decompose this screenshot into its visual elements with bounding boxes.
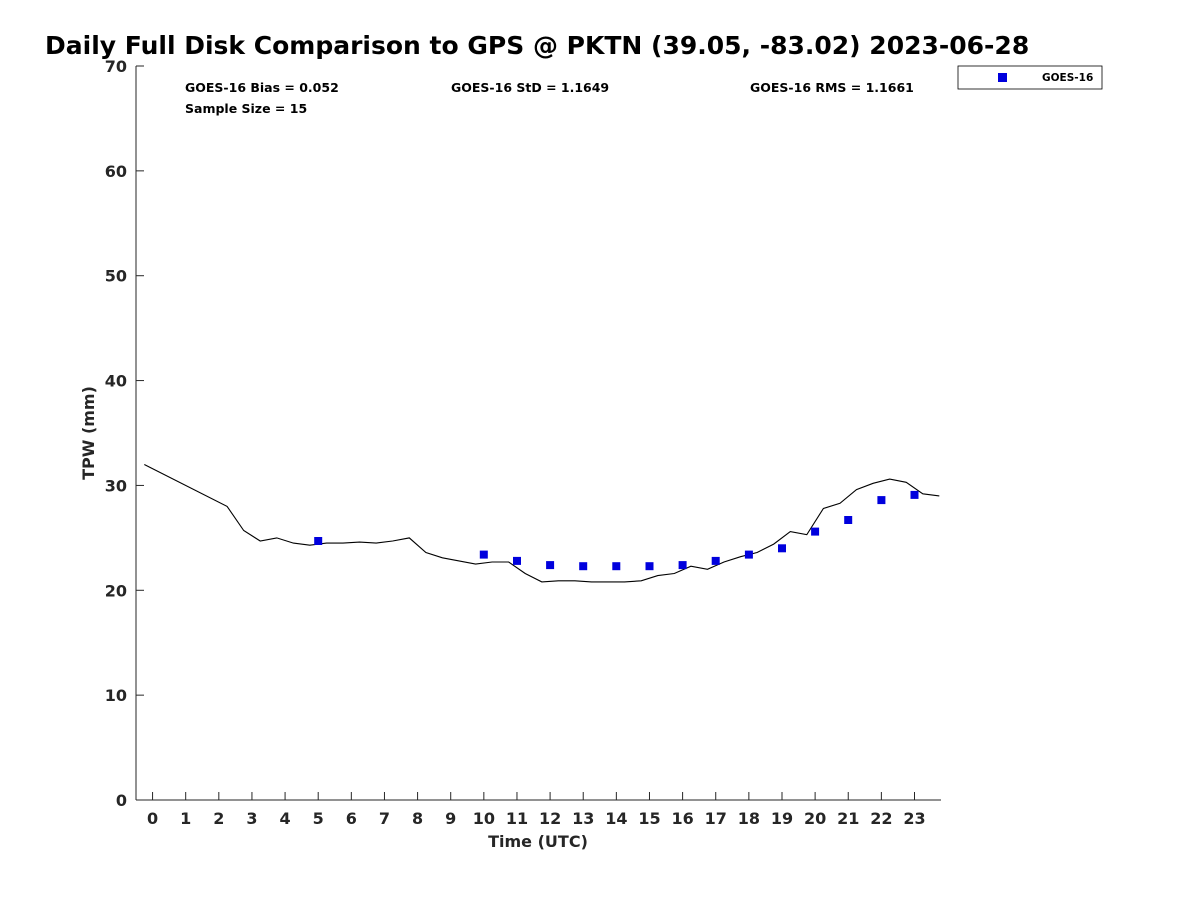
- x-tick-label: 9: [445, 809, 456, 828]
- goes16-point: [546, 561, 555, 570]
- goes16-point: [711, 556, 720, 565]
- y-tick-label: 30: [105, 476, 127, 495]
- goes16-point: [479, 550, 488, 559]
- goes16-point: [314, 537, 323, 545]
- x-tick-label: 15: [638, 809, 660, 828]
- x-tick-label: 0: [147, 809, 158, 828]
- y-tick-label: 50: [105, 267, 127, 286]
- y-tick-label: 70: [105, 57, 127, 76]
- x-axis-label: Time (UTC): [488, 832, 588, 851]
- x-tick-label: 6: [346, 809, 357, 828]
- x-tick-label: 2: [213, 809, 224, 828]
- y-tick-label: 60: [105, 162, 127, 181]
- goes16-point: [910, 490, 919, 499]
- goes16-point: [877, 496, 886, 505]
- x-tick-label: 11: [506, 809, 528, 828]
- chart-title: Daily Full Disk Comparison to GPS @ PKTN…: [45, 31, 1029, 60]
- gps-tpw-line: [144, 464, 940, 583]
- y-tick-label: 20: [105, 581, 127, 600]
- plot-axes: [135, 66, 941, 801]
- x-tick-label: 18: [738, 809, 760, 828]
- plot-area: [144, 464, 940, 583]
- rms-stat: GOES-16 RMS = 1.1661: [750, 80, 914, 95]
- legend-box: [957, 65, 1103, 90]
- legend-label-goes16: GOES-16: [1042, 72, 1093, 84]
- x-axis-ticks: 0 1 2 3 4 5 6 7 8 9 10 11 12 13 14 15 16 17 18 19 20 21 22 23: [147, 792, 926, 828]
- goes16-point: [645, 562, 654, 571]
- x-tick-label: 13: [572, 809, 594, 828]
- goes16-point: [579, 562, 588, 571]
- bias-stat: GOES-16 Bias = 0.052: [185, 80, 339, 95]
- y-axis-ticks: 0 10 20 30 40 50 60 70: [105, 57, 144, 810]
- x-tick-label: 16: [671, 809, 693, 828]
- y-tick-label: 40: [105, 372, 127, 391]
- std-stat: GOES-16 StD = 1.1649: [451, 80, 609, 95]
- x-tick-label: 1: [180, 809, 191, 828]
- x-tick-label: 10: [473, 809, 495, 828]
- x-tick-label: 12: [539, 809, 561, 828]
- y-tick-label: 10: [105, 686, 127, 705]
- goes16-point: [811, 527, 820, 536]
- x-tick-label: 3: [246, 809, 257, 828]
- x-tick-label: 22: [870, 809, 892, 828]
- x-tick-label: 17: [705, 809, 727, 828]
- x-tick-label: 8: [412, 809, 423, 828]
- legend: GOES-16: [957, 65, 1103, 90]
- y-axis-label: TPW (mm): [79, 386, 98, 480]
- x-tick-label: 5: [313, 809, 324, 828]
- goes16-markers: [314, 490, 919, 571]
- goes16-point: [844, 516, 853, 524]
- x-tick-label: 7: [379, 809, 390, 828]
- goes16-point: [744, 550, 753, 559]
- x-tick-label: 20: [804, 809, 826, 828]
- goes16-point: [778, 544, 786, 553]
- y-tick-label: 0: [116, 791, 127, 810]
- goes16-point: [513, 556, 521, 565]
- x-tick-label: 19: [771, 809, 793, 828]
- goes16-point: [678, 561, 687, 570]
- x-tick-label: 4: [280, 809, 291, 828]
- x-tick-label: 21: [837, 809, 859, 828]
- goes16-point: [612, 562, 621, 571]
- x-tick-label: 23: [903, 809, 925, 828]
- x-tick-label: 14: [605, 809, 627, 828]
- sample-size-stat: Sample Size = 15: [185, 101, 307, 116]
- legend-marker-goes16: [998, 73, 1007, 82]
